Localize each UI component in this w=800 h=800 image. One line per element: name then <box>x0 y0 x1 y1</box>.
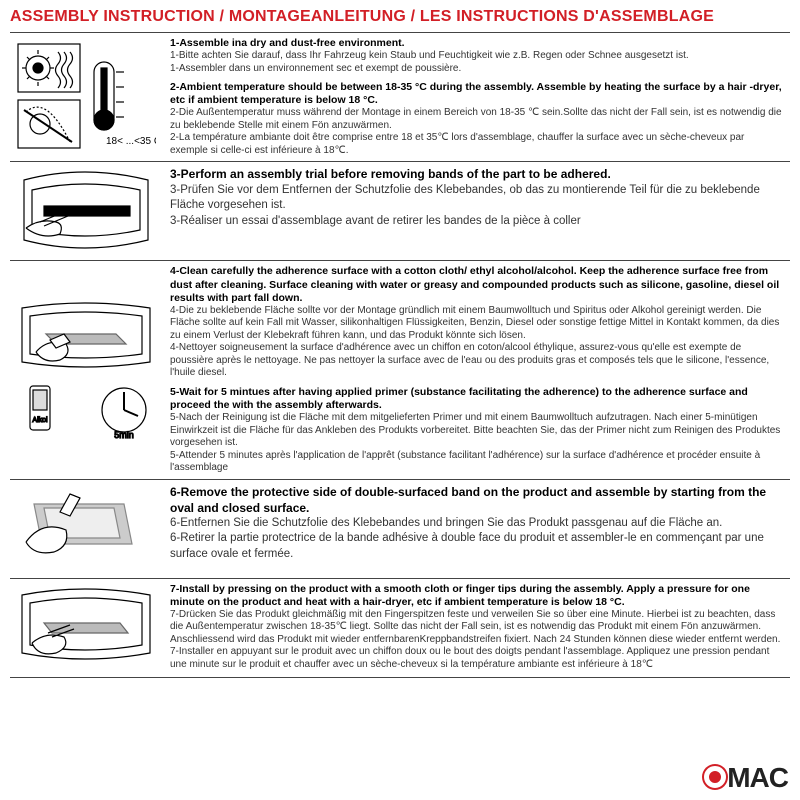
section-1: 18< ...<35 C 1-Assemble ina dry and dust… <box>10 32 790 161</box>
section-2: 3-Perform an assembly trial before remov… <box>10 161 790 260</box>
illustration-2 <box>10 162 162 260</box>
illustration-5 <box>10 579 162 677</box>
svg-text:18< ...<35 C: 18< ...<35 C <box>106 136 156 147</box>
s3b2-de: 5-Nach der Reinigung ist die Fläche mit … <box>170 412 784 450</box>
s3b2-en: 5-Wait for 5 mintues after having applie… <box>170 386 784 412</box>
s3b2-fr: 5-Attender 5 minutes après l'application… <box>170 450 784 475</box>
illustration-1: 18< ...<35 C <box>10 33 162 161</box>
text-3: 4-Clean carefully the adherence surface … <box>162 261 790 478</box>
svg-text:5min: 5min <box>114 430 134 440</box>
section-4: 6-Remove the protective side of double-s… <box>10 479 790 578</box>
text-1: 1-Assemble ina dry and dust-free environ… <box>162 33 790 161</box>
s1b1-fr: 1-Assembler dans un environnement sec et… <box>170 63 784 76</box>
s1b1-de: 1-Bitte achten Sie darauf, dass Ihr Fahr… <box>170 50 784 63</box>
logo-dot-icon <box>704 766 726 788</box>
s5b1-en: 7-Install by pressing on the product wit… <box>170 583 784 609</box>
text-5: 7-Install by pressing on the product wit… <box>162 579 790 677</box>
svg-text:Alkol: Alkol <box>32 417 48 424</box>
s3b1-fr: 4-Nettoyer soigneusement la surface d'ad… <box>170 342 784 380</box>
page-title: ASSEMBLY INSTRUCTION / MONTAGEANLEITUNG … <box>10 8 790 26</box>
s1b1-en: 1-Assemble ina dry and dust-free environ… <box>170 37 784 50</box>
s1b2-fr: 2-La température ambiante doit être comp… <box>170 132 784 157</box>
s2b1-en: 3-Perform an assembly trial before remov… <box>170 166 784 182</box>
s3b1-en: 4-Clean carefully the adherence surface … <box>170 265 784 304</box>
s4b1-de: 6-Entfernen Sie die Schutzfolie des Kleb… <box>170 516 784 532</box>
illustration-4 <box>10 480 162 578</box>
s1b2-de: 2-Die Außentemperatur muss während der M… <box>170 107 784 132</box>
s4b1-en: 6-Remove the protective side of double-s… <box>170 484 784 516</box>
brand-logo: MAC <box>706 762 788 794</box>
illustration-3: Alkol 5min <box>10 261 162 478</box>
s5b1-fr: 7-Installer en appuyant sur le produit a… <box>170 646 784 671</box>
text-2: 3-Perform an assembly trial before remov… <box>162 162 790 260</box>
s2b1-fr: 3-Réaliser un essai d'assemblage avant d… <box>170 214 784 230</box>
text-4: 6-Remove the protective side of double-s… <box>162 480 790 578</box>
s5b1-de: 7-Drücken Sie das Produkt gleichmäßig mi… <box>170 609 784 647</box>
logo-text: MAC <box>727 762 788 794</box>
s4b1-fr: 6-Retirer la partie protectrice de la ba… <box>170 531 784 562</box>
section-5: 7-Install by pressing on the product wit… <box>10 578 790 678</box>
sections: 18< ...<35 C 1-Assemble ina dry and dust… <box>10 32 790 678</box>
s3b1-de: 4-Die zu beklebende Fläche sollte vor de… <box>170 305 784 343</box>
section-3: Alkol 5min 4-Clean carefully the adheren… <box>10 260 790 478</box>
s1b2-en: 2-Ambient temperature should be between … <box>170 81 784 107</box>
s2b1-de: 3-Prüfen Sie vor dem Entfernen der Schut… <box>170 183 784 214</box>
